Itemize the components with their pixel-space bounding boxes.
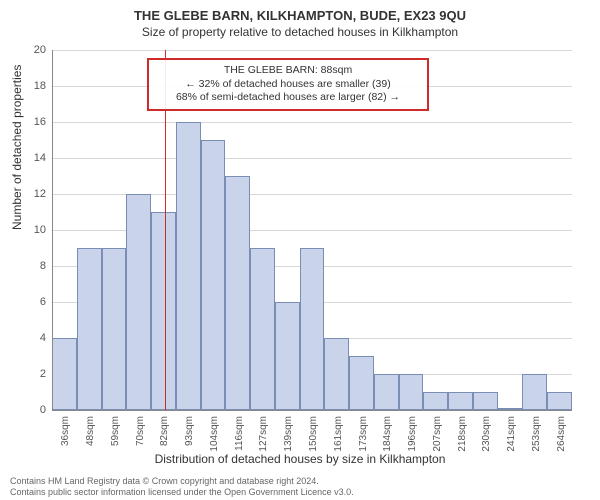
plot-area: 0246810121416182036sqm48sqm59sqm70sqm82s… xyxy=(52,50,572,410)
histogram-bar xyxy=(77,248,102,410)
x-tick-label: 139sqm xyxy=(283,416,294,452)
x-tick-label: 116sqm xyxy=(234,416,245,451)
y-tick-label: 8 xyxy=(40,260,46,272)
x-tick-label: 264sqm xyxy=(556,416,567,452)
callout-box: THE GLEBE BARN: 88sqm← 32% of detached h… xyxy=(147,58,429,111)
histogram-bar xyxy=(547,392,572,410)
histogram-bar xyxy=(522,374,547,410)
histogram-bar xyxy=(275,302,300,410)
footer-line1: Contains HM Land Registry data © Crown c… xyxy=(10,476,590,487)
x-tick-label: 218sqm xyxy=(457,416,468,452)
y-tick-label: 14 xyxy=(34,152,46,164)
x-tick-label: 230sqm xyxy=(481,416,492,452)
x-tick-label: 82sqm xyxy=(159,416,170,446)
x-tick-label: 93sqm xyxy=(184,416,195,446)
x-tick-label: 196sqm xyxy=(407,416,418,452)
x-tick-label: 173sqm xyxy=(358,416,369,452)
gridline xyxy=(52,158,572,159)
y-tick-label: 12 xyxy=(34,188,46,200)
x-tick-label: 161sqm xyxy=(333,416,344,452)
callout-line: ← 32% of detached houses are smaller (39… xyxy=(157,78,419,92)
x-axis-line xyxy=(52,410,572,411)
histogram-bar xyxy=(349,356,374,410)
x-tick-label: 36sqm xyxy=(60,416,71,446)
callout-line: THE GLEBE BARN: 88sqm xyxy=(157,64,419,78)
histogram-bar xyxy=(201,140,226,410)
histogram-bar xyxy=(423,392,448,410)
y-tick-label: 4 xyxy=(40,332,46,344)
chart-container: THE GLEBE BARN, KILKHAMPTON, BUDE, EX23 … xyxy=(0,0,600,500)
y-tick-label: 20 xyxy=(34,44,46,56)
histogram-bar xyxy=(300,248,325,410)
chart-title: THE GLEBE BARN, KILKHAMPTON, BUDE, EX23 … xyxy=(0,0,600,23)
histogram-bar xyxy=(102,248,127,410)
histogram-bar xyxy=(225,176,250,410)
y-tick-label: 18 xyxy=(34,80,46,92)
x-axis-label: Distribution of detached houses by size … xyxy=(0,452,600,466)
histogram-bar xyxy=(473,392,498,410)
x-tick-label: 104sqm xyxy=(209,416,220,452)
histogram-bar xyxy=(151,212,176,410)
y-tick-label: 16 xyxy=(34,116,46,128)
x-tick-label: 48sqm xyxy=(85,416,96,446)
footer: Contains HM Land Registry data © Crown c… xyxy=(10,476,590,499)
gridline xyxy=(52,122,572,123)
y-tick-label: 6 xyxy=(40,296,46,308)
footer-line2: Contains public sector information licen… xyxy=(10,487,590,498)
gridline xyxy=(52,50,572,51)
y-tick-label: 10 xyxy=(34,224,46,236)
histogram-bar xyxy=(399,374,424,410)
x-tick-label: 59sqm xyxy=(110,416,121,446)
chart-subtitle: Size of property relative to detached ho… xyxy=(0,23,600,39)
histogram-bar xyxy=(52,338,77,410)
histogram-bar xyxy=(324,338,349,410)
histogram-bar xyxy=(374,374,399,410)
histogram-bar xyxy=(448,392,473,410)
callout-line: 68% of semi-detached houses are larger (… xyxy=(157,91,419,105)
histogram-bar xyxy=(250,248,275,410)
x-tick-label: 127sqm xyxy=(258,416,269,452)
y-tick-label: 0 xyxy=(40,404,46,416)
x-tick-label: 241sqm xyxy=(506,416,517,452)
x-tick-label: 70sqm xyxy=(135,416,146,446)
y-tick-label: 2 xyxy=(40,368,46,380)
x-tick-label: 184sqm xyxy=(382,416,393,452)
y-axis-label: Number of detached properties xyxy=(10,65,24,230)
x-tick-label: 207sqm xyxy=(432,416,443,452)
histogram-bar xyxy=(126,194,151,410)
x-tick-label: 253sqm xyxy=(531,416,542,452)
y-axis-line xyxy=(52,50,53,410)
histogram-bar xyxy=(176,122,201,410)
x-tick-label: 150sqm xyxy=(308,416,319,452)
